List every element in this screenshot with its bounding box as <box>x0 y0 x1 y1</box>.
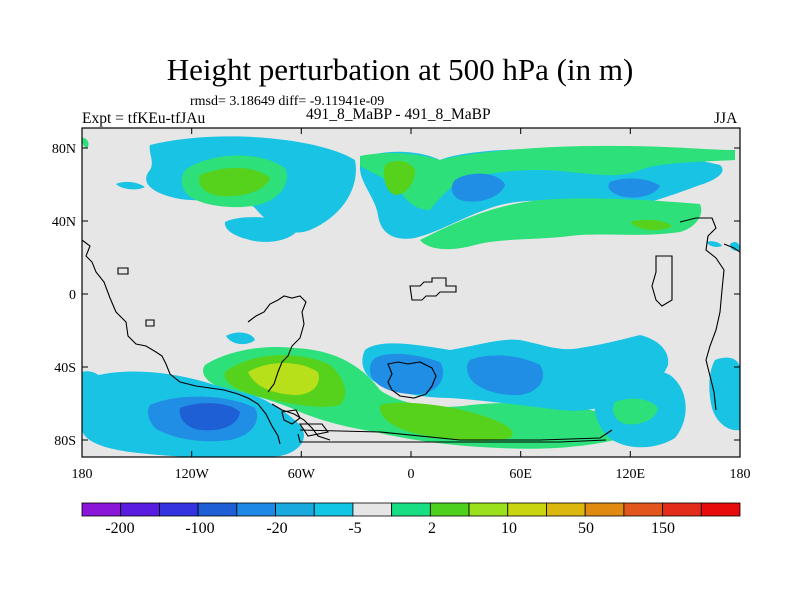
colorbar-swatch <box>507 502 547 517</box>
colorbar-swatch <box>159 502 199 517</box>
coastline-africa-south <box>271 403 331 441</box>
contour-cyan-dateline-south <box>709 357 740 431</box>
contour-limegreen-north-band <box>630 219 672 231</box>
contour-green-south-east <box>612 398 658 425</box>
colorbar-label: 50 <box>578 520 594 537</box>
contour-limegreen-north-west <box>199 167 270 197</box>
contour-darkblue-south-west <box>179 403 240 431</box>
contour-blue-north-center <box>451 173 505 202</box>
contour-limegreen-north-center <box>384 160 415 195</box>
coastline-island-mid <box>409 277 457 301</box>
colorbar-swatch <box>468 502 509 517</box>
lat-tick-label: 80S <box>54 434 76 449</box>
colorbar-label: -200 <box>105 520 134 537</box>
coastline-far-east <box>679 217 725 411</box>
contour-cyan-north-center <box>297 155 350 193</box>
lon-tick-label: 120W <box>175 467 210 482</box>
season-label: JJA <box>714 110 738 127</box>
case-label: 491_8_MaBP - 491_8_MaBP <box>306 106 491 123</box>
coastline-antarctic <box>297 433 607 443</box>
lon-tick-label: 60W <box>288 467 316 482</box>
contour-cyan-west-edge <box>82 371 109 409</box>
coastline-small-island-2 <box>117 267 129 275</box>
colorbar-swatch <box>700 502 741 517</box>
contour-yellow-south-band <box>248 363 319 395</box>
contour-cyan-mid-northwest <box>224 217 300 242</box>
contour-limegreen-south-center <box>379 402 513 441</box>
colorbar-swatch <box>352 502 393 517</box>
lat-tick-label: 40N <box>52 215 76 230</box>
colorbar-label: -20 <box>266 520 287 537</box>
colorbar-label: 10 <box>501 520 517 537</box>
contour-green-north-band <box>420 198 702 250</box>
coastline-west <box>82 239 281 445</box>
contour-blue-north-east <box>608 178 660 198</box>
coastline-east-continent <box>651 255 673 307</box>
colorbar-label: 2 <box>428 520 436 537</box>
coastlines <box>82 217 740 445</box>
colorbar-swatch <box>275 502 315 517</box>
contour-field <box>82 136 740 457</box>
coastline-dateline-east <box>723 243 740 253</box>
colorbar-swatch <box>623 502 663 517</box>
contour-blue-south-east <box>467 355 544 396</box>
lon-tick-label: 180 <box>730 467 751 482</box>
colorbar-swatch <box>120 502 160 517</box>
contour-cyan-far-east-fragment <box>706 241 722 247</box>
plot-title: Height perturbation at 500 hPa (in m) <box>166 52 634 87</box>
coastline-antarctic-edge <box>298 423 329 437</box>
experiment-label: Expt = tfKEu-tfJAu <box>82 110 206 127</box>
lon-tick-label: 180 <box>72 467 93 482</box>
coastline-bay <box>281 409 301 425</box>
lat-tick-label: 0 <box>69 288 76 303</box>
colorbar-swatch <box>429 502 470 517</box>
stats-label: rmsd= 3.18649 diff= -9.11941e-09 <box>190 94 385 109</box>
colorbar-swatch <box>81 502 122 517</box>
colorbar-label: -5 <box>348 520 361 537</box>
lat-tick-label: 80N <box>52 142 76 157</box>
colorbar-label: 150 <box>651 520 675 537</box>
colorbar <box>81 502 741 517</box>
lat-tick-label: 40S <box>54 361 76 376</box>
coastline-africa-west <box>247 295 307 393</box>
coastline-south-band <box>299 429 613 441</box>
contour-cyan-fragment <box>116 181 145 190</box>
colorbar-swatch <box>197 502 238 517</box>
colorbar-swatch <box>584 502 625 517</box>
lon-tick-label: 60E <box>509 467 532 482</box>
contour-green-north-east-strip <box>360 145 735 210</box>
lon-tick-label: 120E <box>616 467 646 482</box>
contour-green-corner <box>82 137 89 148</box>
colorbar-label: -100 <box>185 520 214 537</box>
colorbar-swatch <box>662 502 702 517</box>
contour-cyan-dateline-fragment <box>730 242 740 251</box>
tick-marks <box>81 128 741 457</box>
lon-tick-label: 0 <box>408 467 415 482</box>
coastline-small-island-1 <box>145 319 155 327</box>
colorbar-swatch <box>546 502 586 517</box>
colorbar-swatch <box>236 502 276 517</box>
contour-cyan-south-fragment <box>226 332 255 345</box>
colorbar-swatch <box>391 502 431 517</box>
coastline-south-center-block <box>387 361 437 399</box>
colorbar-swatch <box>313 502 354 517</box>
